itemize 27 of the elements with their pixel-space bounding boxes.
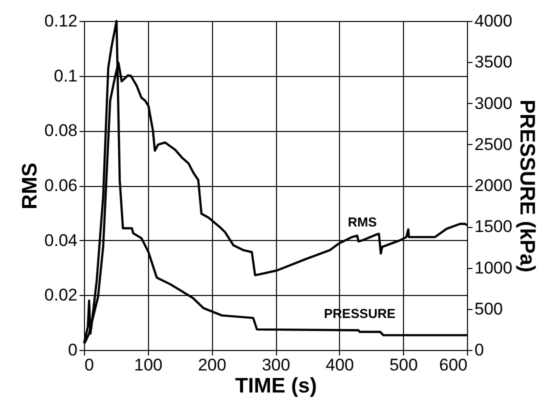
y2-tick-label: 2000 [474, 176, 512, 195]
y2-tick-label: 1000 [474, 258, 512, 278]
x-tick-label: 0 [84, 356, 94, 374]
series-label: RMS [348, 214, 378, 230]
y-tick-label: 0.12 [44, 12, 78, 30]
y-axis-title: RMS [18, 162, 42, 210]
y2-tick-label: 3500 [474, 52, 512, 72]
x-tick-label: 500 [389, 356, 418, 374]
y-tick-label: 0.08 [44, 121, 78, 140]
y2-tick-label: 1500 [474, 217, 512, 236]
y-tick-label: 0.06 [44, 176, 78, 195]
y2-tick-label: 500 [474, 299, 503, 318]
x-tick-label: 600 [439, 356, 468, 374]
y-tick-label: 0.04 [44, 230, 78, 250]
x-tick-label: 100 [134, 356, 163, 374]
y2-tick-label: 4000 [474, 12, 512, 30]
y-tick-label: 0.1 [54, 66, 78, 86]
y2-tick-label: 3000 [474, 94, 512, 113]
y-tick-label: 0 [68, 340, 78, 360]
x-tick-label: 400 [326, 356, 354, 374]
y2-tick-label: 2500 [474, 134, 512, 154]
y2-axis-title: PRESSURE (kPa) [515, 100, 538, 272]
x-axis-title: TIME (s) [235, 374, 317, 398]
x-tick-label: 300 [262, 356, 290, 374]
y2-tick-label: 0 [474, 340, 484, 360]
y-tick-label: 0.02 [44, 286, 78, 305]
x-tick-label: 200 [198, 356, 226, 374]
